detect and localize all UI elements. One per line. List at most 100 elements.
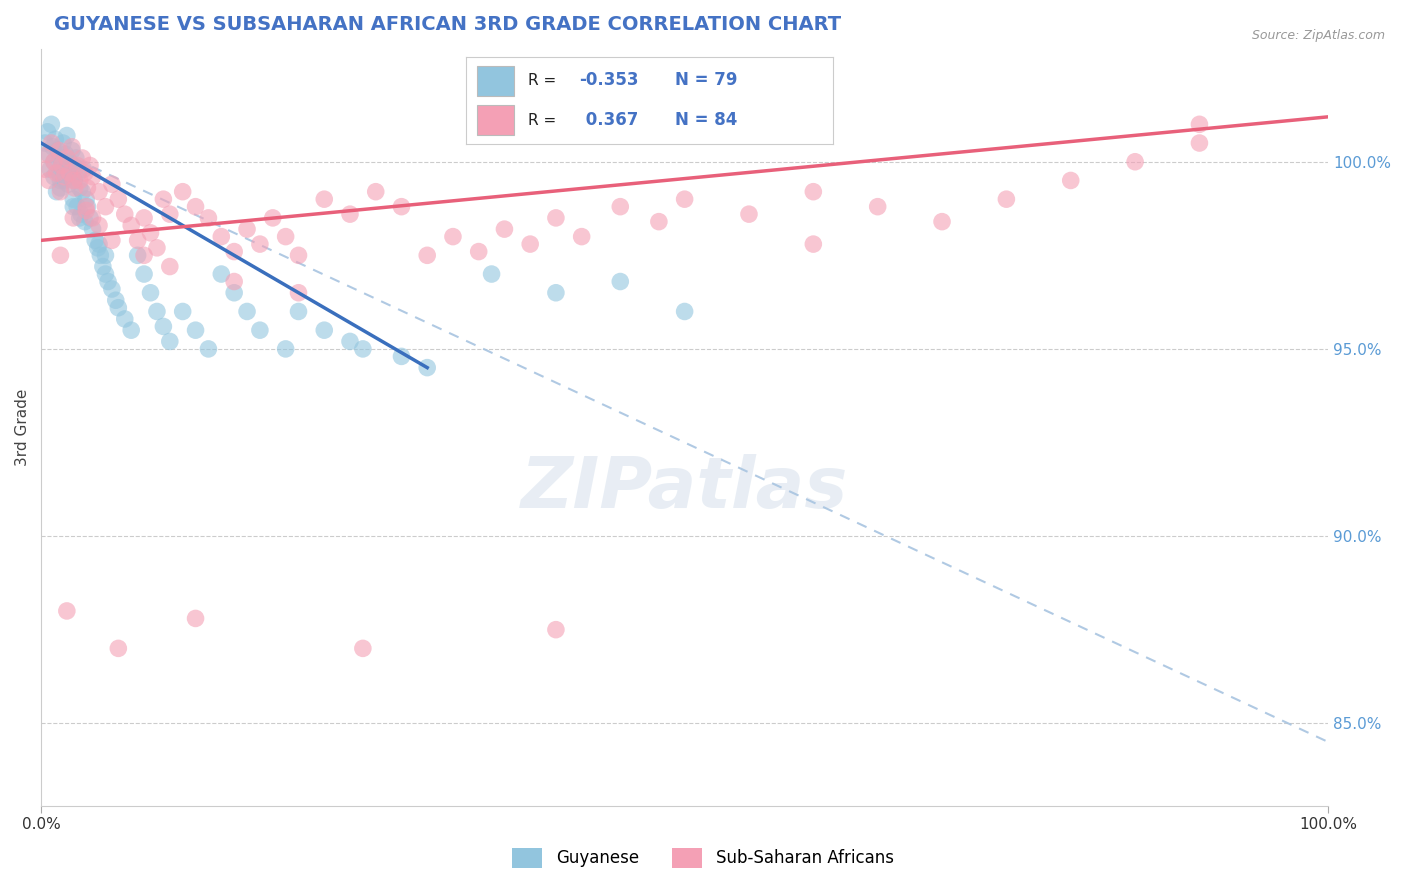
Point bbox=[55, 147, 77, 161]
Point bbox=[152, 319, 174, 334]
Point bbox=[34, 162, 56, 177]
Point bbox=[287, 304, 309, 318]
Point bbox=[58, 166, 80, 180]
Point bbox=[101, 282, 124, 296]
Point bbox=[146, 241, 169, 255]
Point bbox=[494, 222, 516, 236]
Point bbox=[41, 136, 63, 150]
Point bbox=[159, 260, 181, 274]
Point bbox=[184, 611, 207, 625]
Point bbox=[62, 211, 84, 225]
Point bbox=[56, 162, 79, 177]
Point bbox=[89, 248, 111, 262]
Point bbox=[127, 248, 149, 262]
Point bbox=[314, 192, 336, 206]
Point bbox=[209, 229, 232, 244]
Point bbox=[91, 260, 114, 274]
Point bbox=[82, 222, 104, 236]
Point bbox=[391, 350, 413, 364]
Point bbox=[262, 211, 284, 225]
Point bbox=[866, 200, 889, 214]
Point bbox=[236, 222, 259, 236]
Point bbox=[146, 304, 169, 318]
Point bbox=[339, 334, 361, 349]
Point bbox=[197, 211, 219, 225]
Point bbox=[87, 237, 110, 252]
Point bbox=[79, 211, 101, 225]
Point bbox=[609, 275, 631, 289]
Point bbox=[66, 200, 89, 214]
Point bbox=[127, 233, 149, 247]
Point bbox=[94, 200, 117, 214]
Point bbox=[1188, 136, 1211, 150]
Point bbox=[48, 144, 70, 158]
Point bbox=[49, 151, 72, 165]
Point bbox=[72, 151, 94, 165]
Point bbox=[73, 166, 96, 180]
Point bbox=[39, 162, 62, 177]
Point bbox=[416, 248, 439, 262]
Point bbox=[544, 623, 567, 637]
Point bbox=[648, 214, 671, 228]
Point bbox=[46, 144, 69, 158]
Point bbox=[45, 166, 67, 180]
Point bbox=[73, 214, 96, 228]
Point bbox=[82, 169, 104, 184]
Point bbox=[62, 192, 84, 206]
Point bbox=[236, 304, 259, 318]
Point bbox=[56, 128, 79, 143]
Point bbox=[159, 207, 181, 221]
Point bbox=[62, 159, 84, 173]
Point bbox=[481, 267, 503, 281]
Point bbox=[416, 360, 439, 375]
Point bbox=[82, 211, 104, 225]
Point bbox=[48, 166, 70, 180]
Point bbox=[101, 233, 124, 247]
Point bbox=[75, 192, 97, 206]
Point bbox=[132, 211, 155, 225]
Point bbox=[79, 159, 101, 173]
Point bbox=[274, 229, 297, 244]
Point bbox=[172, 185, 194, 199]
Point bbox=[931, 214, 953, 228]
Point bbox=[42, 154, 65, 169]
Point bbox=[67, 166, 90, 180]
Point bbox=[37, 147, 59, 161]
Point bbox=[51, 159, 73, 173]
Point bbox=[84, 233, 107, 247]
Point bbox=[62, 173, 84, 187]
Point bbox=[801, 185, 824, 199]
Point bbox=[49, 181, 72, 195]
Point bbox=[49, 173, 72, 187]
Point bbox=[42, 154, 65, 169]
Point bbox=[1188, 117, 1211, 131]
Point bbox=[132, 248, 155, 262]
Point bbox=[673, 192, 696, 206]
Point bbox=[519, 237, 541, 252]
Point bbox=[49, 185, 72, 199]
Point bbox=[197, 342, 219, 356]
Point bbox=[544, 285, 567, 300]
Point bbox=[224, 244, 246, 259]
Point bbox=[738, 207, 761, 221]
Point bbox=[58, 154, 80, 169]
Point bbox=[114, 312, 136, 326]
Point bbox=[352, 342, 374, 356]
Point bbox=[34, 136, 56, 150]
Point bbox=[132, 267, 155, 281]
Point bbox=[63, 173, 86, 187]
Point bbox=[249, 237, 271, 252]
Point bbox=[94, 248, 117, 262]
Point bbox=[544, 211, 567, 225]
Point bbox=[364, 185, 387, 199]
Point bbox=[59, 169, 82, 184]
Point bbox=[60, 144, 83, 158]
Point bbox=[209, 267, 232, 281]
Point bbox=[114, 207, 136, 221]
Point bbox=[38, 173, 60, 187]
Text: Source: ZipAtlas.com: Source: ZipAtlas.com bbox=[1251, 29, 1385, 42]
Text: ZIPatlas: ZIPatlas bbox=[522, 453, 848, 523]
Point bbox=[41, 117, 63, 131]
Point bbox=[995, 192, 1018, 206]
Point bbox=[52, 136, 75, 150]
